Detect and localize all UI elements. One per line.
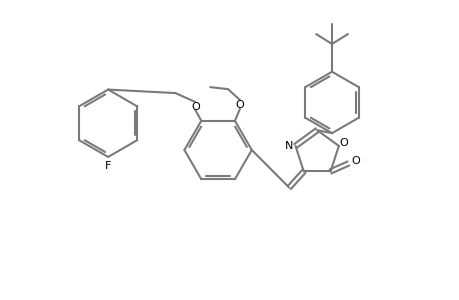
Text: O: O — [190, 102, 199, 112]
Text: O: O — [350, 157, 359, 166]
Text: O: O — [235, 100, 244, 110]
Text: O: O — [339, 138, 347, 148]
Text: F: F — [105, 161, 111, 171]
Text: N: N — [284, 141, 292, 151]
